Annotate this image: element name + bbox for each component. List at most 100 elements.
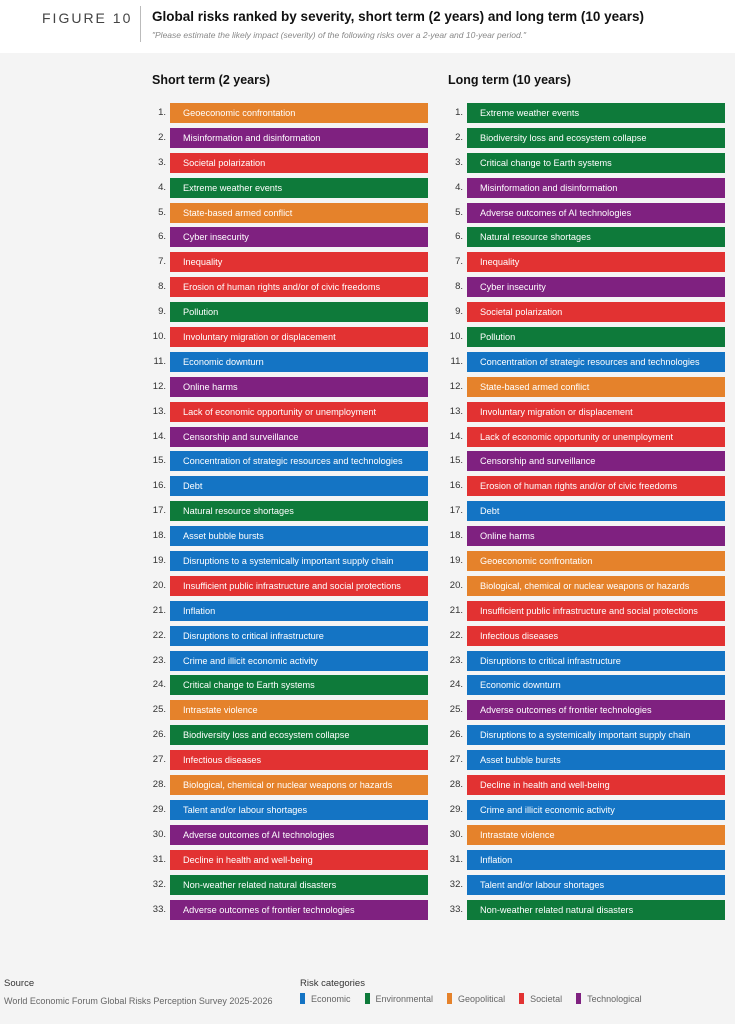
risk-rank: 11. <box>450 355 463 367</box>
risk-category-legend: Economic Environmental Geopolitical Societa… <box>300 993 656 1004</box>
risk-bar: Extreme weather events <box>170 177 428 198</box>
risk-rank: 9. <box>158 306 166 318</box>
risk-bar: Lack of economic opportunity or unemploy… <box>467 426 725 447</box>
risk-bar: Insufficient public infrastructure and s… <box>170 575 428 596</box>
risk-rank: 3. <box>158 156 166 168</box>
risk-rank: 30. <box>449 828 463 840</box>
risk-rank: 18. <box>152 530 166 542</box>
risk-rank: 5. <box>158 206 166 218</box>
long-term-heading: Long term (10 years) <box>448 73 571 87</box>
risk-rank: 30. <box>152 828 166 840</box>
risk-bar: Concentration of strategic resources and… <box>170 451 428 472</box>
legend-item: Societal <box>519 993 562 1004</box>
risk-bar: State-based armed conflict <box>170 202 428 223</box>
risk-rank: 20. <box>449 579 463 591</box>
legend-item: Environmental <box>364 993 434 1004</box>
risk-bar: Disruptions to a systemically important … <box>170 551 428 572</box>
risk-rank: 26. <box>449 729 463 741</box>
risk-bar: Censorship and surveillance <box>170 426 428 447</box>
risk-bar: Decline in health and well-being <box>467 775 725 796</box>
risk-rank: 12. <box>449 380 463 392</box>
risk-bar: Disruptions to a systemically important … <box>467 725 725 746</box>
risk-rank: 27. <box>152 754 166 766</box>
risk-bar: Non-weather related natural disasters <box>467 899 725 920</box>
risk-rank: 24. <box>449 679 463 691</box>
risk-rank: 16. <box>449 480 463 492</box>
risk-bar: Pollution <box>467 327 725 348</box>
risk-bar: Extreme weather events <box>467 103 725 123</box>
risk-rank: 19. <box>152 555 166 567</box>
risk-bar: Asset bubble bursts <box>467 750 725 771</box>
risk-rank: 8. <box>455 281 463 293</box>
risk-rank: 7. <box>455 256 463 268</box>
risk-bar: Adverse outcomes of frontier technologie… <box>467 700 725 721</box>
risk-bar: Debt <box>467 501 725 522</box>
risk-rank: 5. <box>455 206 463 218</box>
risk-rank: 7. <box>158 256 166 268</box>
source-text: World Economic Forum Global Risks Percep… <box>4 996 273 1006</box>
risk-rank: 25. <box>152 704 166 716</box>
risk-bar: Intrastate violence <box>170 700 428 721</box>
risk-bar: Erosion of human rights and/or of civic … <box>170 277 428 298</box>
risk-rank: 16. <box>152 480 166 492</box>
figure-header: FIGURE 10 Global risks ranked by severit… <box>0 0 735 53</box>
legend-swatch <box>519 993 525 1004</box>
risk-bar: Societal polarization <box>467 302 725 323</box>
risk-bar: Inequality <box>170 252 428 273</box>
risk-bar: Biodiversity loss and ecosystem collapse <box>467 127 725 148</box>
risk-bar: Involuntary migration or displacement <box>170 327 428 348</box>
risk-bar: Misinformation and disinformation <box>170 127 428 148</box>
risk-rank: 31. <box>449 853 463 865</box>
risk-rank: 32. <box>152 878 166 890</box>
risk-bar: Online harms <box>467 526 725 547</box>
risk-rank: 23. <box>152 654 166 666</box>
legend-label: Environmental <box>375 993 434 1004</box>
risk-bar: Infectious diseases <box>170 750 428 771</box>
risk-rank: 29. <box>152 803 166 815</box>
risk-rank: 33. <box>152 903 166 915</box>
risk-bar: Geoeconomic confrontation <box>467 551 725 572</box>
risk-rank: 12. <box>152 380 166 392</box>
risk-bar: Disruptions to critical infrastructure <box>467 650 725 671</box>
figure-subtitle: "Please estimate the likely impact (seve… <box>152 30 527 40</box>
risk-bar: Misinformation and disinformation <box>467 177 725 198</box>
risk-bar: Erosion of human rights and/or of civic … <box>467 476 725 497</box>
risk-rank: 15. <box>152 455 166 467</box>
risk-rank: 28. <box>449 779 463 791</box>
risk-rank: 29. <box>449 803 463 815</box>
figure-label: FIGURE 10 <box>42 10 133 26</box>
legend-swatch <box>576 993 582 1004</box>
short-term-heading: Short term (2 years) <box>152 73 271 87</box>
risk-rank: 21. <box>152 604 166 616</box>
risk-bar: Pollution <box>170 302 428 323</box>
source-label: Source <box>4 978 35 989</box>
legend-label: Geopolitical <box>458 993 506 1004</box>
legend-item: Technological <box>576 993 642 1004</box>
figure-title: Global risks ranked by severity, short t… <box>152 9 644 24</box>
risk-rank: 1. <box>455 107 463 118</box>
risk-rank: 27. <box>449 754 463 766</box>
risk-bar: Crime and illicit economic activity <box>467 799 725 820</box>
risk-bar: Non-weather related natural disasters <box>170 874 428 895</box>
risk-bar: Inflation <box>467 849 725 870</box>
risk-bar: Insufficient public infrastructure and s… <box>467 600 725 621</box>
risk-bar: Adverse outcomes of AI technologies <box>170 824 428 845</box>
risk-bar: Biological, chemical or nuclear weapons … <box>170 775 428 796</box>
risk-bar: Economic downturn <box>467 675 725 696</box>
risk-bar: Cyber insecurity <box>467 277 725 298</box>
risk-rank: 4. <box>455 181 463 193</box>
risk-rank: 19. <box>449 555 463 567</box>
risk-rank: 20. <box>152 579 166 591</box>
risk-bar: Inflation <box>170 600 428 621</box>
risk-rank: 1. <box>158 107 166 118</box>
risk-bar: Talent and/or labour shortages <box>467 874 725 895</box>
risk-bar: Talent and/or labour shortages <box>170 799 428 820</box>
legend-label: Technological <box>587 993 642 1004</box>
risk-rank: 11. <box>153 355 166 367</box>
risk-rank: 18. <box>449 530 463 542</box>
risk-bar: Societal polarization <box>170 152 428 173</box>
risk-rank: 23. <box>449 654 463 666</box>
risk-bar: Infectious diseases <box>467 625 725 646</box>
legend-label: Economic <box>311 993 351 1004</box>
risk-bar: Adverse outcomes of frontier technologie… <box>170 899 428 920</box>
